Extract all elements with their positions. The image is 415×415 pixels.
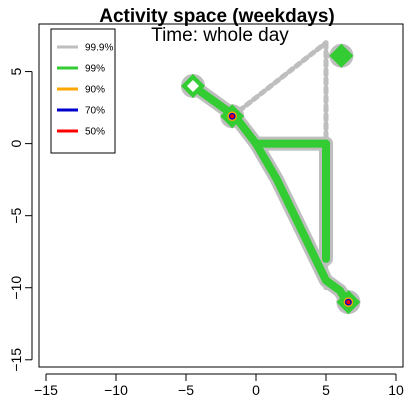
legend-label: 99%: [85, 64, 105, 75]
plot-frame: [38, 23, 404, 368]
series-99-blob-hole: [187, 79, 199, 92]
axes: −15 −10 −5 0 5 10 −15 −10 −5 0 5: [8, 67, 404, 398]
x-tick-label: 10: [388, 382, 404, 398]
y-tick-label: 0: [8, 140, 24, 148]
y-tick-label: 5: [8, 67, 24, 75]
legend-label: 90%: [85, 85, 105, 96]
x-tick-label: 5: [322, 382, 330, 398]
x-tick-label: −15: [34, 382, 58, 398]
y-tick-label: −10: [8, 276, 24, 300]
plot-area: [181, 40, 361, 315]
x-tick-label: −5: [178, 382, 194, 398]
series-50-point-1: [230, 114, 235, 119]
legend-label: 70%: [85, 106, 105, 117]
y-tick-label: −5: [8, 207, 24, 223]
legend-label: 50%: [85, 127, 105, 138]
chart-subtitle: Time: whole day: [151, 25, 289, 46]
y-tick-label: −15: [8, 348, 24, 372]
chart-title: Activity space (weekdays): [99, 6, 335, 27]
x-tick-label: −10: [104, 382, 128, 398]
series-50-point-2: [346, 300, 351, 305]
legend-label: 99.9%: [85, 43, 113, 54]
legend: 99.9% 99% 90% 70% 50%: [50, 28, 116, 154]
series-99-9-path-1: [229, 40, 329, 119]
x-tick-label: 0: [252, 382, 260, 398]
series-99-blob-2: [329, 43, 354, 68]
